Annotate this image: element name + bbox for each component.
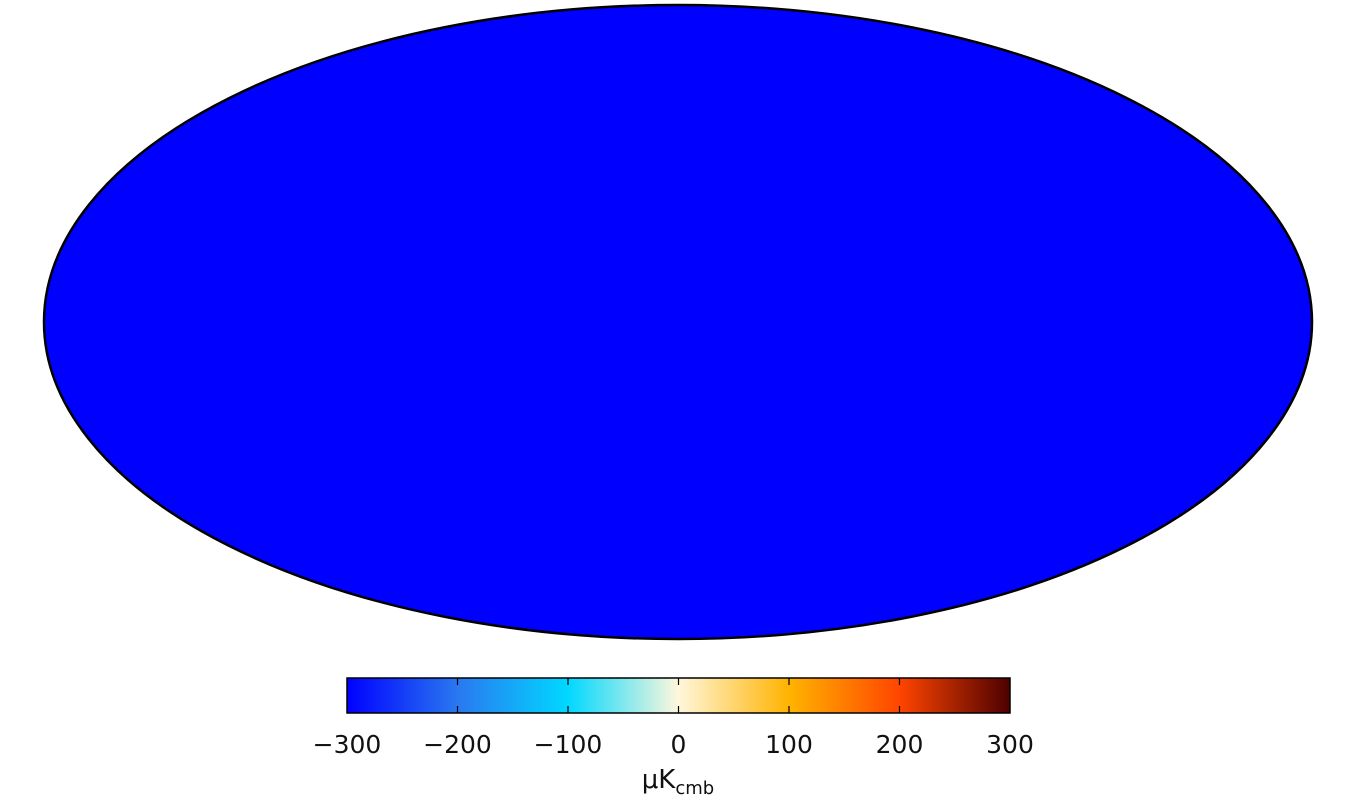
colorbar-unit-label: μKcmb [642, 765, 714, 799]
sky-map-field [44, 5, 1312, 639]
colorbar: −300 −200 −100 0 100 200 300 μKcmb [313, 677, 1034, 799]
colorbar-tick-labels: −300 −200 −100 0 100 200 300 [313, 730, 1034, 759]
colorbar-tick-label: −300 [313, 730, 382, 759]
colorbar-ticks [456, 678, 901, 713]
sky-map-outline [42, 3, 1314, 641]
colorbar-tick-label: 300 [986, 730, 1034, 759]
colorbar-tick-label: 0 [671, 730, 687, 759]
colorbar-tick-label: 100 [765, 730, 813, 759]
colorbar-tick-label: 200 [876, 730, 924, 759]
unit-main: μK [642, 765, 677, 795]
sky-map [42, 3, 1314, 641]
colorbar-tick-label: −100 [534, 730, 603, 759]
unit-subscript: cmb [675, 778, 714, 799]
colorbar-tick-label: −200 [423, 730, 492, 759]
